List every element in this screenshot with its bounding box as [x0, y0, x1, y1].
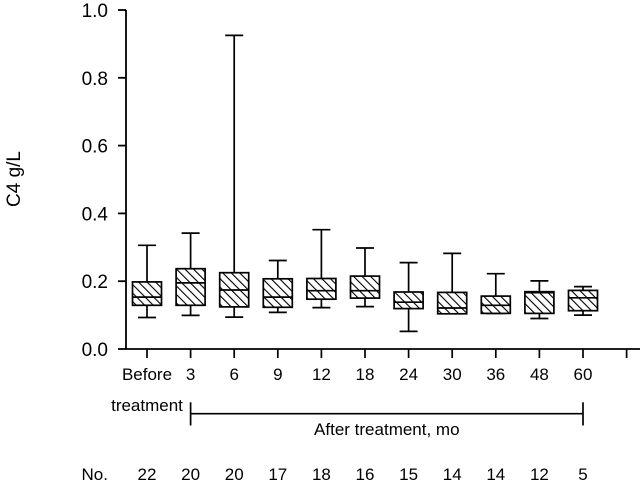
svg-text:24: 24	[399, 365, 418, 384]
svg-text:17: 17	[268, 465, 287, 484]
svg-text:15: 15	[399, 465, 418, 484]
svg-text:1.0: 1.0	[82, 1, 108, 22]
svg-text:0.4: 0.4	[82, 204, 109, 225]
svg-text:9: 9	[273, 365, 282, 384]
svg-text:3: 3	[186, 365, 195, 384]
svg-text:5: 5	[578, 465, 587, 484]
svg-text:0.8: 0.8	[82, 69, 108, 90]
svg-text:14: 14	[443, 465, 462, 484]
svg-text:22: 22	[138, 465, 157, 484]
svg-text:No.: No.	[82, 465, 108, 484]
svg-text:Before: Before	[122, 365, 172, 384]
svg-text:20: 20	[181, 465, 200, 484]
svg-text:12: 12	[530, 465, 549, 484]
svg-text:60: 60	[574, 365, 593, 384]
svg-text:48: 48	[530, 365, 549, 384]
svg-text:6: 6	[229, 365, 238, 384]
svg-text:20: 20	[225, 465, 244, 484]
svg-text:36: 36	[486, 365, 505, 384]
svg-text:0.6: 0.6	[82, 137, 108, 158]
svg-text:18: 18	[312, 465, 331, 484]
svg-text:18: 18	[356, 365, 375, 384]
svg-text:0.2: 0.2	[82, 272, 108, 293]
svg-text:treatment: treatment	[111, 396, 183, 415]
svg-text:12: 12	[312, 365, 331, 384]
svg-text:30: 30	[443, 365, 462, 384]
svg-text:0.0: 0.0	[82, 340, 108, 361]
svg-text:C4 g/L: C4 g/L	[4, 151, 25, 207]
svg-text:14: 14	[486, 465, 505, 484]
svg-text:After treatment, mo: After treatment, mo	[314, 420, 460, 439]
svg-text:16: 16	[356, 465, 375, 484]
